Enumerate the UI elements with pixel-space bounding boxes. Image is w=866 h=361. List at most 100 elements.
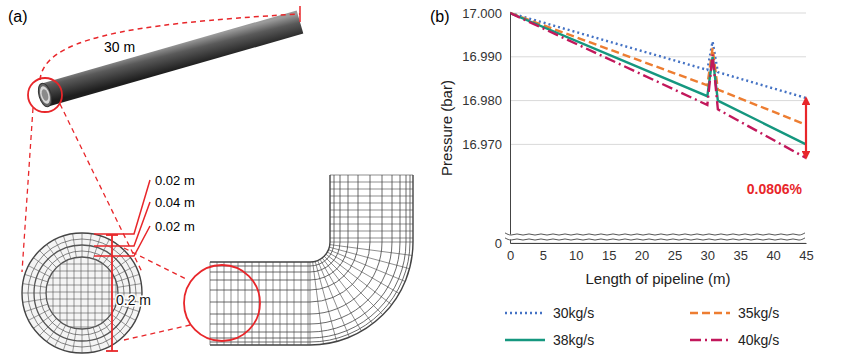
tick-label: 30 bbox=[701, 248, 715, 263]
mesh-radial bbox=[114, 266, 135, 277]
legend-swatch bbox=[505, 339, 545, 341]
axis-title: Pressure (bar) bbox=[438, 80, 455, 176]
mesh-line bbox=[42, 292, 122, 293]
legend-swatch bbox=[690, 339, 730, 341]
dimension-label: 0.02 m bbox=[155, 173, 195, 188]
connector bbox=[22, 108, 33, 272]
cross-section: 0.2 m bbox=[22, 233, 151, 353]
grid-line bbox=[510, 144, 806, 145]
tick-label: 16.970 bbox=[462, 137, 502, 152]
grid-line bbox=[510, 13, 806, 14]
mesh-line bbox=[330, 217, 413, 218]
mesh-line bbox=[42, 306, 122, 307]
series-line bbox=[510, 13, 806, 125]
mesh-line bbox=[210, 175, 330, 262]
axis-line bbox=[511, 243, 807, 244]
mesh-line bbox=[315, 261, 336, 341]
tick-label: 35 bbox=[733, 248, 747, 263]
mesh-line bbox=[287, 262, 288, 345]
tick-label: 0 bbox=[495, 236, 502, 251]
grid-line bbox=[510, 56, 806, 57]
mesh-line bbox=[330, 224, 413, 225]
panel-label: (a) bbox=[8, 8, 28, 25]
mesh-line bbox=[42, 299, 122, 300]
mesh-line bbox=[252, 262, 253, 345]
tick-label: 17.000 bbox=[462, 6, 502, 21]
mesh-line bbox=[231, 262, 232, 345]
annotation-arrow bbox=[805, 98, 807, 158]
mesh-radial bbox=[82, 233, 83, 257]
mesh-radial bbox=[33, 258, 52, 272]
legend: 30kg/s35kg/s38kg/s40kg/s bbox=[505, 305, 779, 348]
dimension-label: 30 m bbox=[104, 39, 135, 55]
mesh-line bbox=[42, 327, 122, 328]
tick: 16.980 bbox=[462, 93, 510, 108]
axis-break bbox=[505, 233, 810, 240]
mesh-ring bbox=[46, 257, 118, 329]
mesh-line bbox=[238, 262, 239, 345]
tick: 5 bbox=[540, 243, 547, 263]
grid bbox=[510, 13, 806, 243]
legend-swatch bbox=[690, 312, 730, 314]
mesh-radial bbox=[25, 274, 48, 281]
mesh-line bbox=[42, 313, 122, 314]
mesh-line bbox=[330, 245, 412, 256]
mesh-line bbox=[67, 253, 68, 333]
mesh-line bbox=[320, 259, 362, 331]
x-axis: 051015202530354045 bbox=[507, 243, 814, 263]
tick-label: 40 bbox=[766, 248, 780, 263]
pipe-end-outer bbox=[36, 82, 54, 108]
mesh-radial bbox=[107, 318, 124, 335]
mesh-radial bbox=[55, 240, 66, 261]
mesh-line bbox=[318, 260, 350, 337]
mesh-line bbox=[42, 264, 122, 265]
mesh-line bbox=[329, 247, 409, 268]
mesh-radial bbox=[73, 234, 77, 258]
mesh-line bbox=[294, 262, 295, 345]
mesh-line bbox=[330, 182, 413, 183]
mesh-line bbox=[210, 262, 211, 345]
mesh-radial bbox=[23, 299, 47, 303]
highlight-circle bbox=[28, 78, 62, 112]
mesh-line bbox=[210, 175, 334, 266]
mesh-line bbox=[313, 262, 324, 344]
mesh-core bbox=[42, 253, 122, 333]
tick: 10 bbox=[569, 243, 583, 263]
legend-label: 30kg/s bbox=[553, 305, 594, 321]
break-line bbox=[505, 233, 805, 235]
tick: 25 bbox=[668, 243, 682, 263]
mesh-line bbox=[330, 203, 413, 204]
mesh-line bbox=[210, 175, 370, 302]
axis-title: Length of pipeline (m) bbox=[585, 270, 730, 287]
mesh-radial bbox=[40, 251, 57, 268]
mesh-line bbox=[46, 253, 47, 333]
dimension-leader bbox=[94, 226, 150, 256]
tick: 16.970 bbox=[462, 137, 510, 152]
mesh-line bbox=[102, 253, 103, 333]
mesh-radial bbox=[88, 234, 92, 258]
mesh-line bbox=[53, 253, 54, 333]
break-line bbox=[505, 238, 805, 240]
tick: 45 bbox=[799, 243, 813, 263]
mesh-radial bbox=[25, 304, 48, 311]
legend-label: 38kg/s bbox=[553, 332, 594, 348]
dimension-label: 0.02 m bbox=[155, 219, 195, 234]
mesh-line bbox=[330, 196, 413, 197]
mesh-radial bbox=[118, 284, 142, 288]
mesh-radial bbox=[63, 327, 70, 350]
legend-swatch bbox=[505, 312, 545, 314]
mesh-radial bbox=[116, 274, 139, 281]
tick: 15 bbox=[602, 243, 616, 263]
tick-label: 25 bbox=[668, 248, 682, 263]
mesh-line bbox=[42, 320, 122, 321]
mesh-radial bbox=[82, 329, 83, 353]
tick: 17.000 bbox=[462, 6, 510, 21]
dimension-tick bbox=[299, 6, 301, 22]
diameter-tick bbox=[106, 350, 118, 352]
tick: 30 bbox=[701, 243, 715, 263]
pipe-end-ring bbox=[38, 85, 52, 105]
connector bbox=[124, 325, 190, 340]
elbow-mesh bbox=[210, 175, 413, 345]
diagram: 30 m0.2 m0.02 m0.04 m0.02 m bbox=[22, 6, 413, 353]
tick-label: 16.980 bbox=[462, 93, 502, 108]
